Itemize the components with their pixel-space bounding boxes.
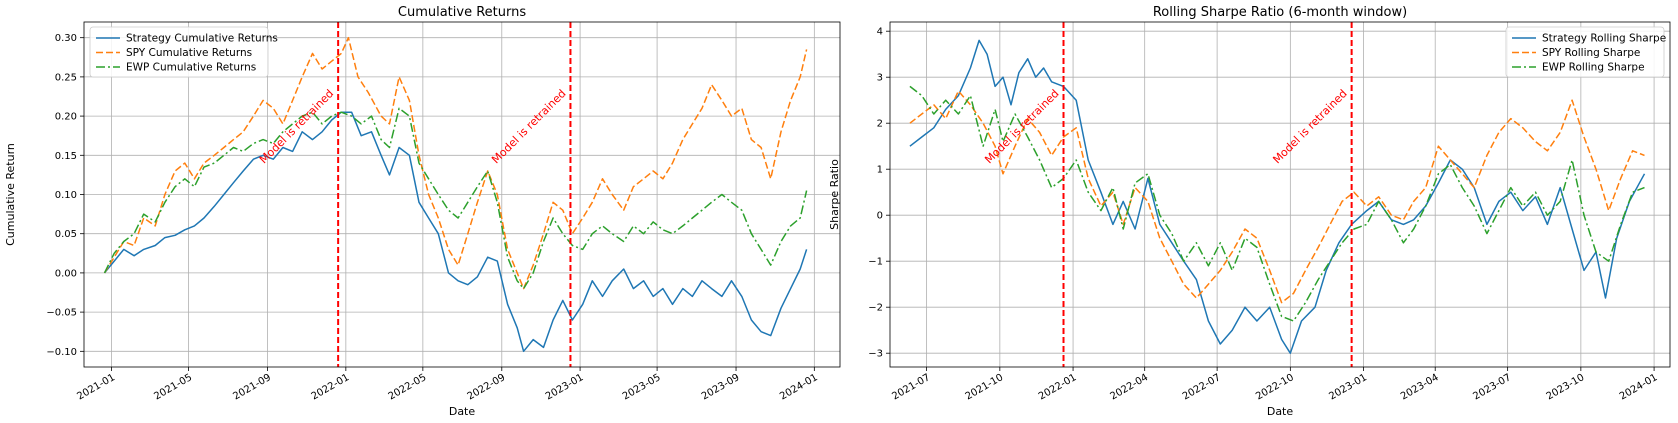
x-tick-label: 2024-01: [1618, 372, 1660, 402]
x-tick-label: 2022-10: [1254, 372, 1296, 402]
y-tick-label: 0: [877, 211, 883, 222]
chart-2: Model is retrained Model is retrained 2021…: [828, 5, 1671, 418]
x-tick-label: 2022-07: [1181, 372, 1223, 402]
y-tick-label: 0.00: [55, 268, 77, 279]
series-line-ewp-cumulative-returns: [103, 107, 808, 290]
series-line-strategy-cumulative-returns: [103, 111, 808, 353]
x-tick-label: 2022-05: [387, 372, 429, 402]
series-line-spy-cumulative-returns: [103, 36, 808, 290]
x-tick-label: 2023-01: [544, 372, 586, 402]
x-tick-label: 2023-05: [621, 372, 663, 402]
y-tick-label: 0.20: [55, 112, 77, 123]
x-axis-label: Date: [1267, 405, 1294, 418]
x-tick-label: 2023-01: [1327, 372, 1369, 402]
x-tick-label: 2022-01: [1037, 372, 1079, 402]
axes-frame: [889, 21, 1671, 368]
legend: Strategy Cumulative Returns SPY Cumulativ…: [89, 26, 278, 78]
y-tick-label: 0.30: [55, 33, 77, 44]
y-tick-label: 4: [877, 27, 883, 38]
gridlines: [84, 22, 840, 367]
series-group: [909, 39, 1646, 354]
y-tick-label: −3: [868, 349, 883, 360]
x-tick-label: 2023-04: [1399, 372, 1441, 402]
series-line-ewp-rolling-sharpe: [909, 85, 1645, 322]
y-tick-label: −2: [868, 303, 883, 314]
annotation-retrained: Model is retrained: [489, 87, 568, 166]
annotation-retrained: Model is retrained: [257, 87, 336, 166]
chart-title: Cumulative Returns: [398, 5, 526, 20]
y-axis-label: Cumulative Return: [4, 143, 17, 246]
annotation-retrained: Model is retrained: [1270, 87, 1349, 166]
x-tick-label: 2021-05: [152, 372, 194, 402]
y-tick-label: 0.15: [55, 151, 77, 162]
chart-1: Model is retrained Model is retrained 2021…: [4, 5, 841, 418]
x-tick-label: 2023-10: [1545, 372, 1587, 402]
gridlines: [890, 22, 1670, 367]
x-tick-label: 2022-01: [310, 372, 352, 402]
x-tick-label: 2024-01: [778, 372, 820, 402]
legend-label: EWP Cumulative Returns: [126, 62, 256, 74]
x-tick-label: 2021-01: [75, 372, 117, 402]
x-tick-label: 2021-10: [964, 372, 1006, 402]
x-tick-label: 2021-09: [231, 372, 273, 402]
y-tick-label: −1: [868, 257, 883, 268]
legend-label: EWP Rolling Sharpe: [1542, 62, 1645, 74]
y-tick-label: 0.25: [55, 72, 77, 83]
x-tick-label: 2022-09: [466, 372, 508, 402]
y-tick-label: 1: [877, 165, 883, 176]
y-tick-label: −0.10: [46, 347, 77, 358]
y-tick-label: 3: [877, 73, 883, 84]
legend-label: Strategy Cumulative Returns: [126, 33, 278, 45]
legend-box: [1505, 26, 1665, 78]
series-line-strategy-rolling-sharpe: [909, 39, 1646, 354]
x-tick-label: 2022-04: [1108, 372, 1150, 402]
legend-label: SPY Rolling Sharpe: [1542, 47, 1640, 59]
x-axis-label: Date: [449, 405, 476, 418]
chart-title: Rolling Sharpe Ratio (6-month window): [1153, 5, 1407, 20]
x-tick-label: 2021-07: [890, 372, 932, 402]
y-tick-label: −0.05: [46, 308, 77, 319]
series-group: [103, 36, 808, 353]
x-tick-label: 2023-07: [1471, 372, 1513, 402]
legend-label: Strategy Rolling Sharpe: [1542, 33, 1666, 45]
y-tick-label: 0.10: [55, 190, 77, 201]
y-axis-label: Sharpe Ratio: [828, 159, 841, 230]
legend: Strategy Rolling Sharpe SPY Rolling Sharp…: [1505, 26, 1666, 78]
legend-label: SPY Cumulative Returns: [126, 47, 252, 59]
legend-box: [89, 26, 269, 78]
y-tick-label: 0.05: [55, 229, 77, 240]
annotation-retrained: Model is retrained: [982, 87, 1061, 166]
x-tick-label: 2023-09: [700, 372, 742, 402]
y-tick-label: 2: [877, 119, 883, 130]
